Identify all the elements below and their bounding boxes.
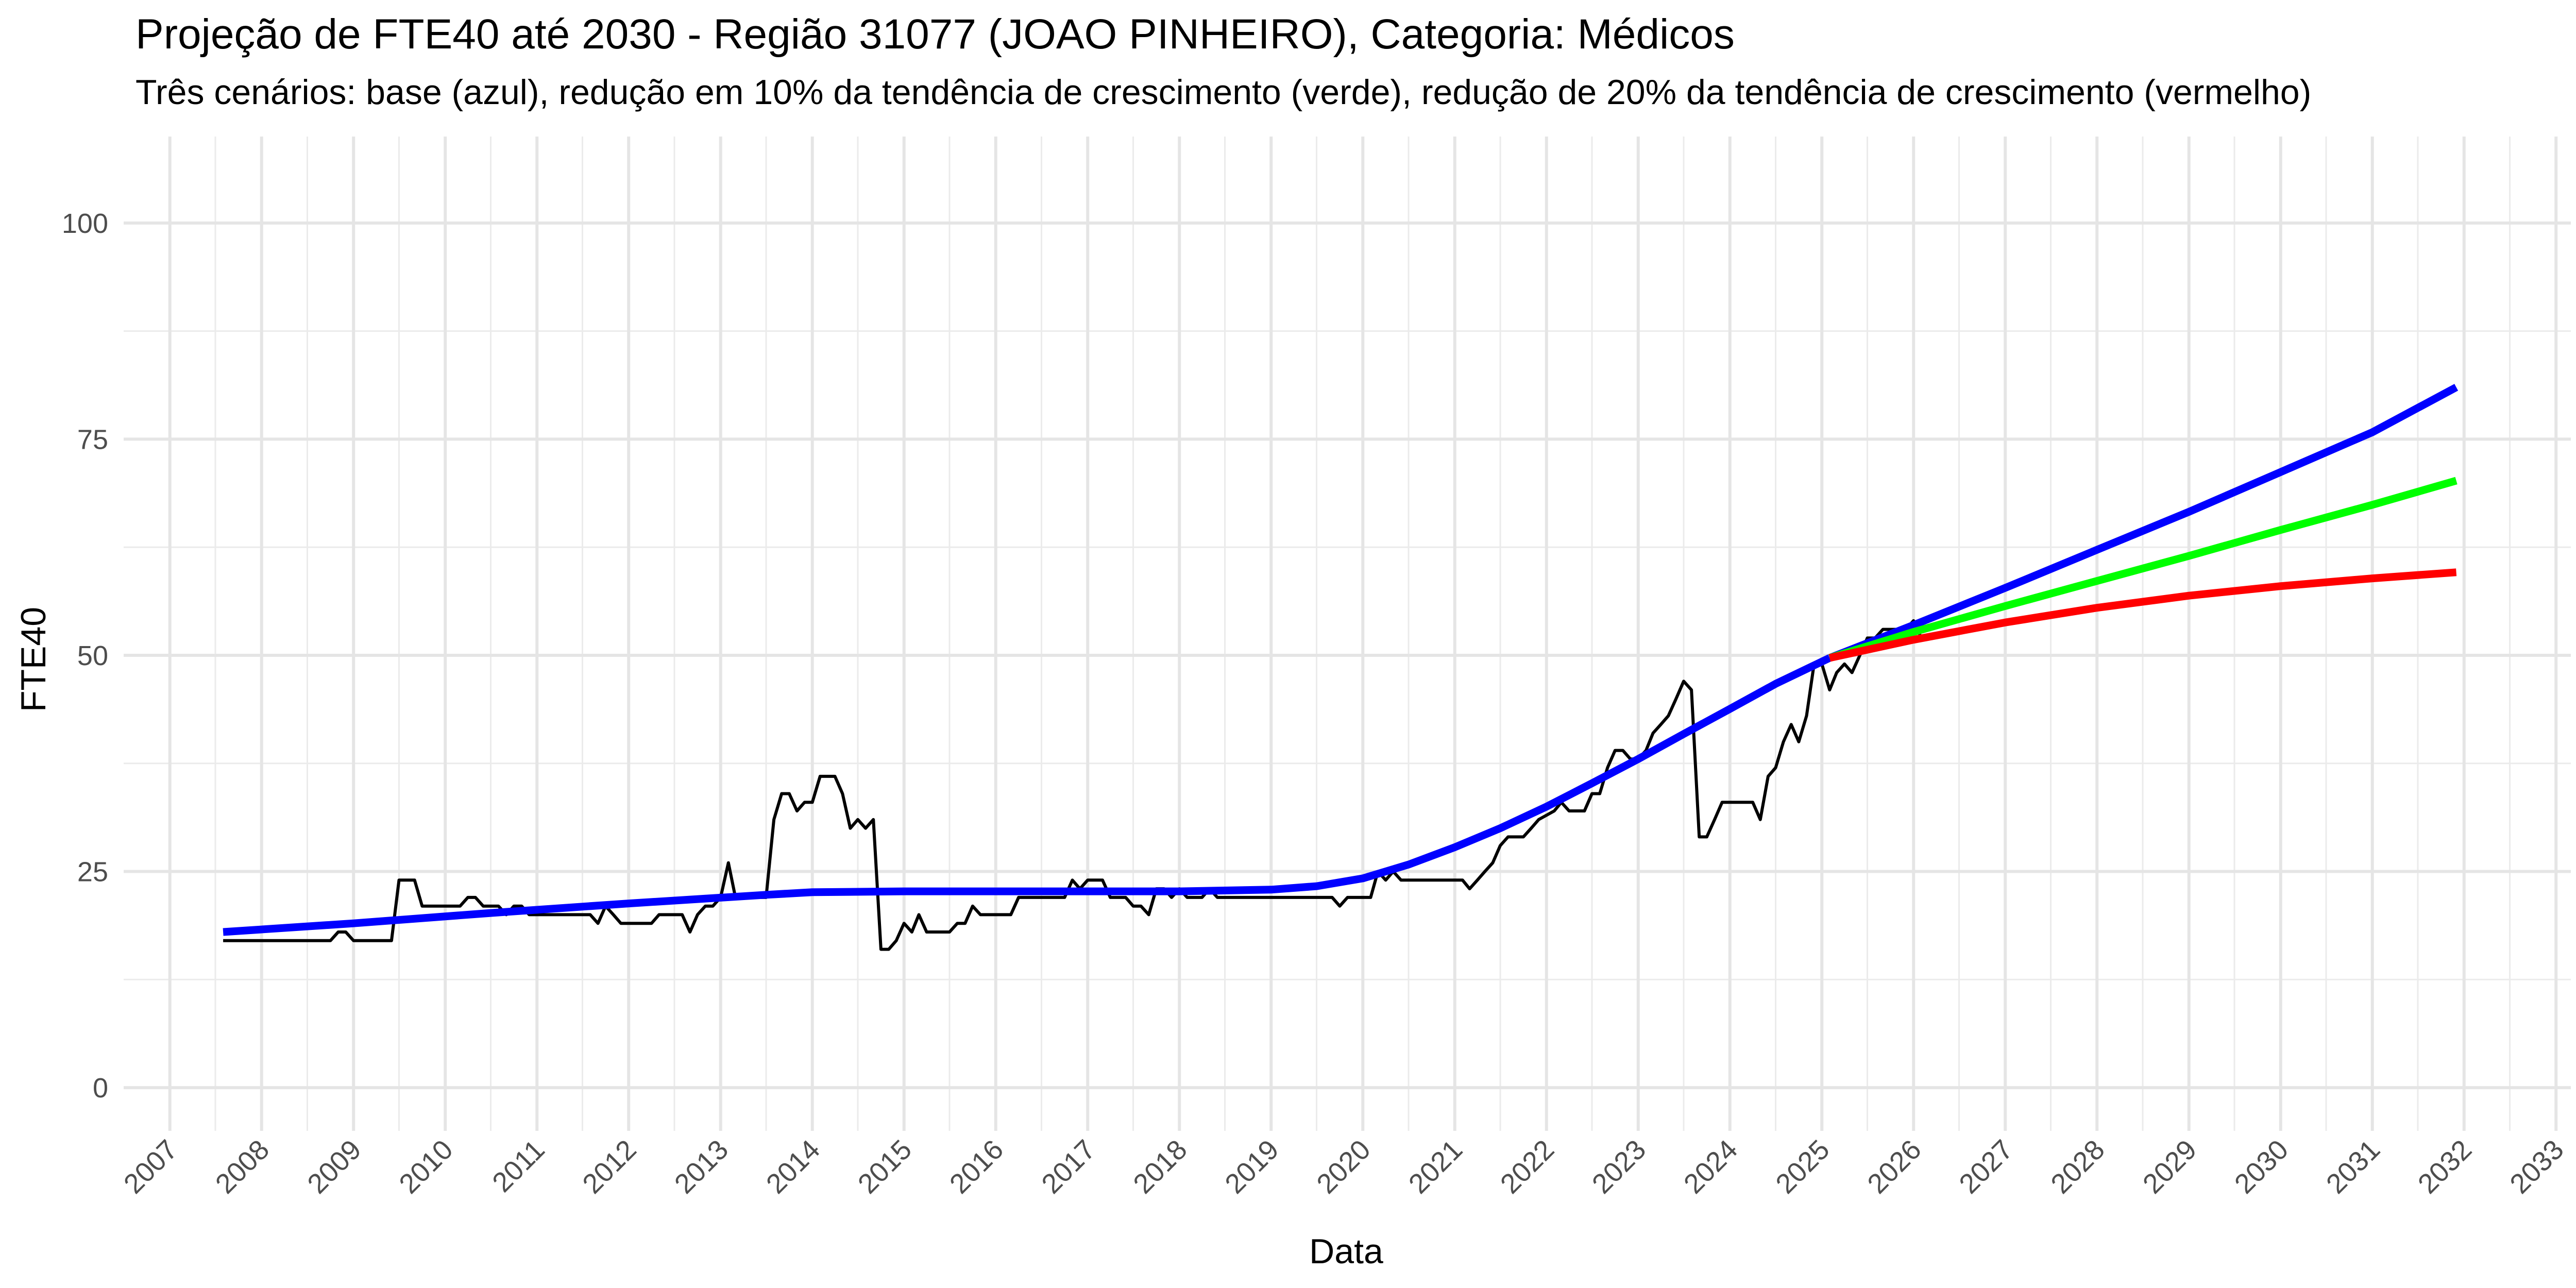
observed-series-line (223, 619, 1923, 951)
x-tick-label: 2014 (760, 1134, 826, 1199)
x-tick-label: 2027 (1953, 1134, 2019, 1199)
minor-gridlines (124, 137, 2571, 1131)
x-tick-label: 2010 (393, 1134, 459, 1199)
x-axis-label: Data (1309, 1232, 1383, 1271)
y-axis-label: FTE40 (14, 607, 53, 712)
x-tick-label: 2022 (1495, 1134, 1560, 1199)
x-tick-label: 2008 (210, 1134, 275, 1199)
x-tick-label: 2026 (1861, 1134, 1927, 1199)
x-tick-label: 2032 (2412, 1134, 2478, 1199)
x-tick-label: 2021 (1403, 1134, 1468, 1199)
series-layer (223, 384, 2459, 951)
x-tick-label: 2020 (1311, 1134, 1376, 1199)
major-gridlines (124, 137, 2571, 1131)
chart-title: Projeção de FTE40 até 2030 - Região 3107… (135, 11, 1735, 58)
x-tick-label: 2030 (2229, 1134, 2294, 1199)
x-tick-label: 2023 (1586, 1134, 1652, 1199)
projection-series-line-2 (1828, 384, 2459, 662)
x-tick-label: 2029 (2137, 1134, 2202, 1199)
x-tick-label: 2017 (1036, 1134, 1101, 1199)
y-tick-label: 50 (77, 640, 108, 671)
x-tick-label: 2024 (1678, 1134, 1743, 1199)
x-tick-label: 2028 (2045, 1134, 2110, 1199)
x-tick-label: 2007 (118, 1134, 183, 1199)
y-tick-label: 0 (93, 1073, 108, 1104)
projection-series-line-1 (223, 654, 1832, 936)
x-tick-label: 2012 (577, 1134, 642, 1199)
x-tick-label: 2015 (852, 1134, 918, 1199)
projection-series-line-3 (1828, 477, 2458, 662)
y-axis-ticks: 0 25 50 75 100 (62, 208, 108, 1104)
x-tick-label: 2018 (1127, 1134, 1193, 1199)
x-tick-label: 2031 (2320, 1134, 2386, 1199)
x-tick-label: 2009 (301, 1134, 367, 1199)
x-tick-label: 2033 (2504, 1134, 2569, 1199)
y-tick-label: 25 (77, 857, 108, 888)
y-tick-label: 100 (62, 208, 108, 239)
x-tick-label: 2013 (669, 1134, 734, 1199)
x-axis-ticks: 2007 2008 2009 2010 2011 2012 2013 2014 2015 2016… (118, 1134, 2570, 1199)
projection-series-line-4 (1828, 568, 2457, 662)
y-tick-label: 75 (77, 424, 108, 455)
x-tick-label: 2025 (1770, 1134, 1835, 1199)
x-tick-label: 2011 (486, 1134, 551, 1198)
x-tick-label: 2016 (944, 1134, 1009, 1199)
x-tick-label: 2019 (1219, 1134, 1284, 1199)
chart-subtitle: Três cenários: base (azul), redução em 1… (135, 73, 2312, 112)
